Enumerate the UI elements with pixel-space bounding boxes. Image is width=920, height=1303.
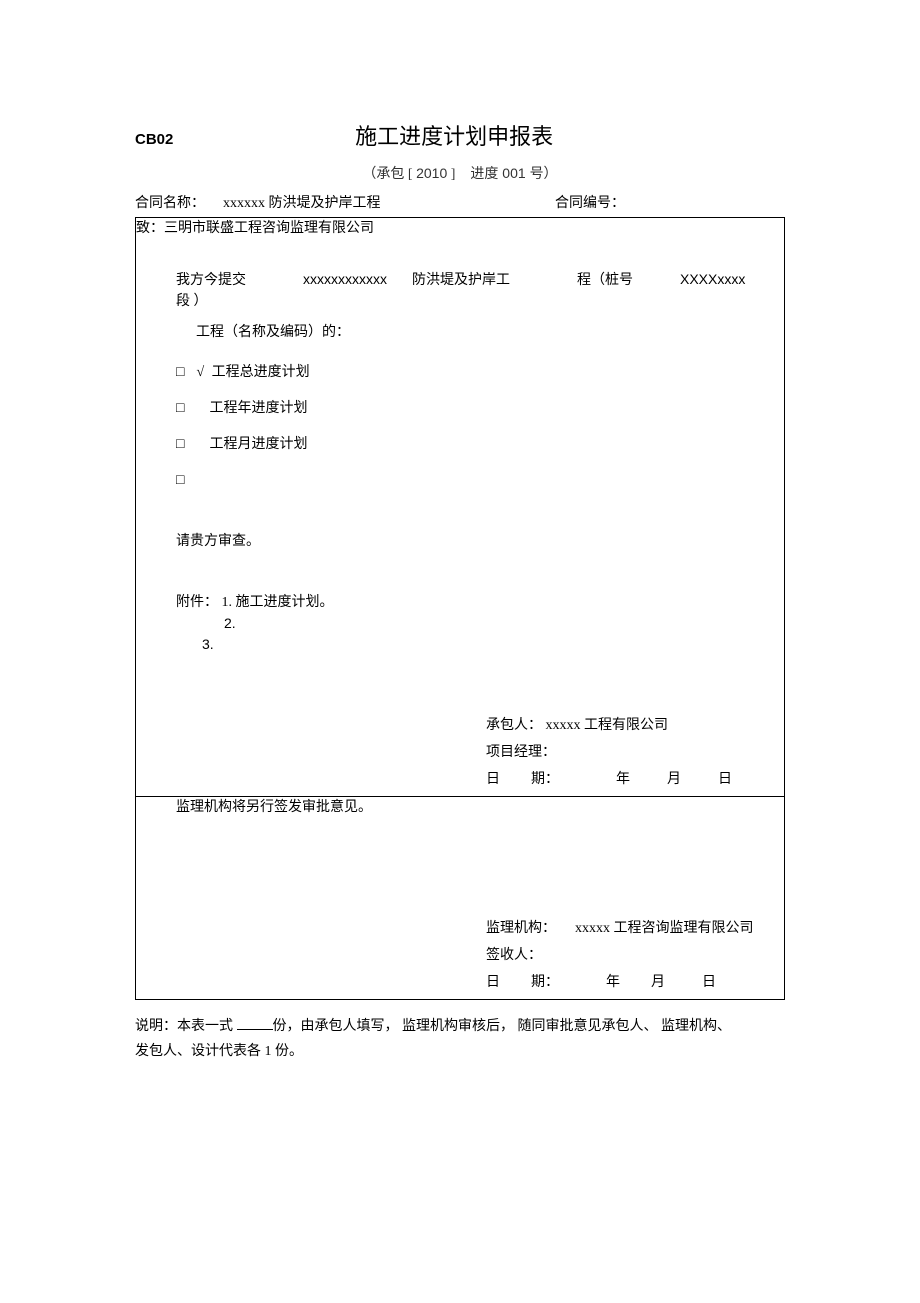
date-line: 日 期： 年 月 日 xyxy=(486,769,784,790)
subtitle-num: 001 xyxy=(498,165,529,181)
attach-line-2: 2. xyxy=(176,613,784,634)
contractor-value: xxxxx 工程有限公司 xyxy=(542,718,668,733)
lower-cell: 监理机构将另行签发审批意见。 监理机构： xxxxx 工程咨询监理有限公司 签收… xyxy=(136,797,785,1000)
submit-line: 我方今提交 xxxxxxxxxxxx 防洪堤及护岸工 程（桩号 XXXXxxxx… xyxy=(176,269,784,312)
underline-blank xyxy=(237,1029,273,1030)
subtitle-prog: 进度 xyxy=(470,167,498,182)
org-value: xxxxx 工程咨询监理有限公司 xyxy=(575,921,754,936)
pm-label: 项目经理： xyxy=(486,745,556,760)
checkbox-line-1: □ 工程年进度计划 xyxy=(176,397,784,419)
org-line: 监理机构： xxxxx 工程咨询监理有限公司 xyxy=(486,918,784,939)
date-label-2: 期： xyxy=(531,975,559,990)
date-year: 年 xyxy=(616,772,630,787)
contract-name-value: xxxxxx 防洪堤及护岸工程 xyxy=(223,193,535,214)
checkbox-line-3: □ xyxy=(176,469,784,491)
notes-1b: 份，由承包人填写， 监理机构审核后， 随同审批意见承包人、 监理机构、 xyxy=(273,1019,732,1034)
subtitle-bracket-close: ] xyxy=(447,167,459,182)
checkbox-label: 工程总进度计划 xyxy=(212,365,310,380)
notes-line-2: 发包人、设计代表各 1 份。 xyxy=(135,1039,785,1064)
submit-code: xxxxxxxxxxxx xyxy=(303,271,387,287)
notes-line-1: 说明：本表一式 份，由承包人填写， 监理机构审核后， 随同审批意见承包人、 监理… xyxy=(135,1014,785,1039)
signer-label: 签收人： xyxy=(486,948,542,963)
subtitle-suffix: 号） xyxy=(530,167,558,182)
review-line: 请贵方审查。 xyxy=(176,531,784,552)
date-day: 日 xyxy=(718,772,732,787)
project-desc: 工程（名称及编码）的： xyxy=(176,322,784,343)
subtitle-bracket-open: [ xyxy=(404,167,416,182)
contract-name-label: 合同名称： xyxy=(135,193,205,214)
lower-text: 监理机构将另行签发审批意见。 xyxy=(176,797,784,818)
checkbox-icon: □ xyxy=(176,399,184,415)
signer-line: 签收人： xyxy=(486,945,784,966)
checkbox-icon: □ xyxy=(176,435,184,451)
date-day: 日 xyxy=(702,975,716,990)
lower-indent: 监理机构将另行签发审批意见。 xyxy=(136,797,784,818)
contractor-line: 承包人： xxxxx 工程有限公司 xyxy=(486,715,784,736)
lower-date-line: 日 期： 年 月 日 xyxy=(486,972,784,993)
date-label-1: 日 xyxy=(486,975,500,990)
upper-cell: 致：三明市联盛工程咨询监理有限公司 我方今提交 xxxxxxxxxxxx 防洪堤… xyxy=(136,218,785,797)
contract-no-label: 合同编号： xyxy=(555,193,625,214)
page-title: 施工进度计划申报表 xyxy=(123,120,785,153)
main-table: 致：三明市联盛工程咨询监理有限公司 我方今提交 xxxxxxxxxxxx 防洪堤… xyxy=(135,217,785,1000)
date-year: 年 xyxy=(606,975,620,990)
date-month: 月 xyxy=(651,975,665,990)
subtitle-prefix: （承包 xyxy=(362,167,404,182)
lower-sig-block: 监理机构： xxxxx 工程咨询监理有限公司 签收人： 日 期： 年 月 日 xyxy=(136,918,784,993)
checkbox-icon: □ xyxy=(176,363,184,379)
attach-line-3: 3. xyxy=(176,634,784,655)
notes: 说明：本表一式 份，由承包人填写， 监理机构审核后， 随同审批意见承包人、 监理… xyxy=(135,1014,785,1064)
date-label-2: 期： xyxy=(531,772,559,787)
contract-row: 合同名称： xxxxxx 防洪堤及护岸工程 合同编号： xyxy=(135,193,785,214)
date-month: 月 xyxy=(667,772,681,787)
subtitle-year: 2010 xyxy=(416,165,447,181)
sub-title: （承包 [ 2010 ] 进度 001 号） xyxy=(135,163,785,185)
checkbox-line-0: □ √ 工程总进度计划 xyxy=(176,361,784,383)
attach-block: 附件： 1. 施工进度计划。 2. 3. xyxy=(176,592,784,655)
submit-proj1: 防洪堤及护岸工 xyxy=(412,273,510,288)
submit-prefix: 我方今提交 xyxy=(176,273,246,288)
checkbox-line-2: □ 工程月进度计划 xyxy=(176,433,784,455)
check-mark: √ xyxy=(196,365,204,380)
contractor-label: 承包人： xyxy=(486,718,542,733)
attach-line-1: 附件： 1. 施工进度计划。 xyxy=(176,592,784,613)
org-label: 监理机构： xyxy=(486,921,556,936)
submit-pile: XXXXxxxx xyxy=(680,271,745,287)
header-row: CB02 施工进度计划申报表 xyxy=(135,120,785,153)
submit-proj2: 程（桩号 xyxy=(577,273,633,288)
submit-seg: 段 ） xyxy=(176,294,208,309)
notes-1a: 说明：本表一式 xyxy=(135,1019,237,1034)
pm-line: 项目经理： xyxy=(486,742,784,763)
upper-sig-block: 承包人： xxxxx 工程有限公司 项目经理： 日 期： 年 月 日 xyxy=(136,715,784,790)
checkbox-label: 工程月进度计划 xyxy=(209,437,307,452)
indent-block: 我方今提交 xxxxxxxxxxxx 防洪堤及护岸工 程（桩号 XXXXxxxx… xyxy=(136,269,784,655)
checkbox-label: 工程年进度计划 xyxy=(209,401,307,416)
to-line: 致：三明市联盛工程咨询监理有限公司 xyxy=(136,218,784,239)
date-label-1: 日 xyxy=(486,772,500,787)
checkbox-icon: □ xyxy=(176,471,184,487)
